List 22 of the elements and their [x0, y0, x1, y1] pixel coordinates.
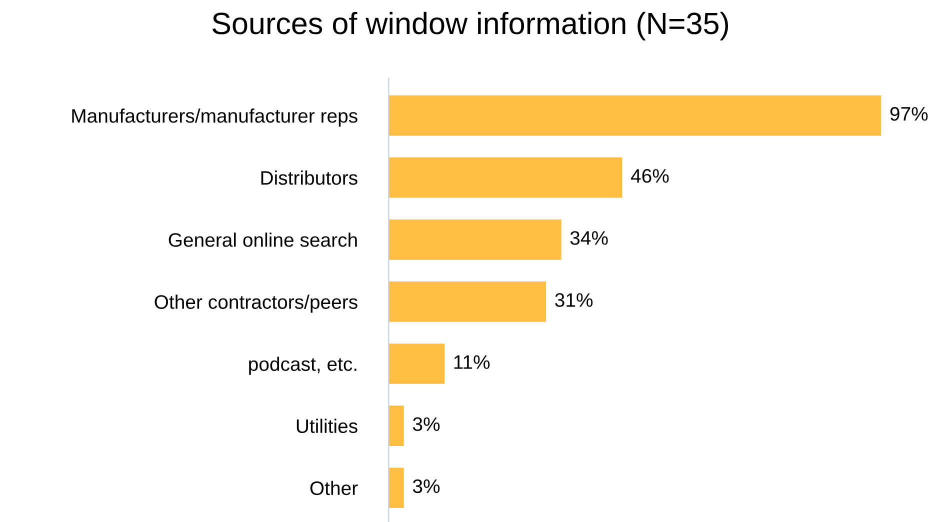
- data-label: 97%: [890, 106, 928, 121]
- bar: [388, 468, 404, 508]
- data-label: 46%: [630, 169, 669, 183]
- data-label: 31%: [555, 293, 593, 307]
- bar: [388, 157, 622, 198]
- chart-title: Sources of window information (N=35): [212, 12, 728, 40]
- y-tick-label: podcast, etc.: [249, 356, 356, 375]
- y-tick-label: General online search: [168, 232, 357, 247]
- bar: [388, 282, 546, 322]
- bar: [388, 219, 562, 260]
- data-label: 3%: [412, 417, 440, 432]
- y-tick-label: Other contractors/peers: [154, 294, 358, 313]
- bar: [388, 406, 404, 446]
- data-label: 3%: [412, 479, 440, 494]
- y-tick-label: Utilities: [296, 418, 358, 434]
- bar: [388, 95, 882, 136]
- y-tick-label: Other: [310, 480, 358, 496]
- data-label: 34%: [570, 231, 608, 245]
- y-tick-label: Distributors: [261, 170, 358, 185]
- bar: [388, 344, 444, 384]
- y-tick-label: Manufacturers/manufacturer reps: [72, 108, 358, 127]
- data-label: 11%: [454, 355, 490, 369]
